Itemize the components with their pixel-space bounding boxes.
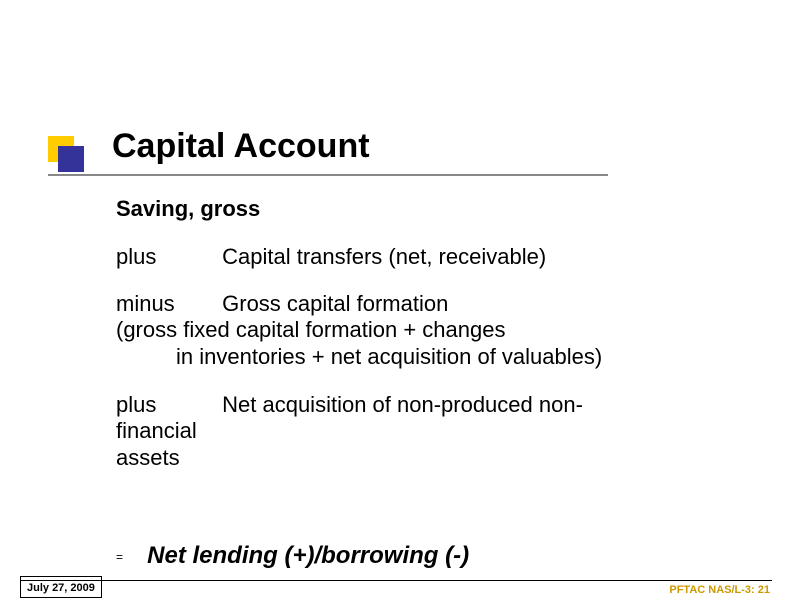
op-plus-2: plus [116,392,216,418]
txt-capital-transfers: Capital transfers (net, receivable) [222,244,546,269]
heading-line: Saving, gross [116,196,752,222]
op-plus: plus [116,244,216,270]
footer-page-ref: PFTAC NAS/L-3: 21 [669,584,770,596]
txt-gross-capital-formation: Gross capital formation [222,291,448,316]
title-bullet-blue [58,146,84,172]
line-capital-transfers: plus Capital transfers (net, receivable) [116,244,752,270]
slide-title: Capital Account [112,128,370,165]
result-row: = Net lending (+)/borrowing (-) [116,542,469,570]
result-text: Net lending (+)/borrowing (-) [147,542,469,569]
equals-sign: = [116,550,123,564]
txt-na-sub2: assets [116,445,180,470]
line-net-acquisition: plus Net acquisition of non-produced non… [116,392,752,471]
title-underline [48,174,608,176]
txt-gcf-sub1: (gross fixed capital formation + changes [116,317,505,342]
footer-date-box: July 27, 2009 [20,576,102,598]
slide: Capital Account Saving, gross plus Capit… [0,0,792,612]
txt-na-sub1: financial [116,418,197,443]
body-area: Saving, gross plus Capital transfers (ne… [116,196,752,491]
txt-gcf-sub2: in inventories + net acquisition of valu… [116,344,602,370]
line-gross-capital-formation: minus Gross capital formation (gross fix… [116,291,752,370]
footer-date: July 27, 2009 [27,582,95,594]
txt-net-acquisition: Net acquisition of non-produced non- [222,392,583,417]
footer-rule [20,580,772,582]
op-minus: minus [116,291,216,317]
